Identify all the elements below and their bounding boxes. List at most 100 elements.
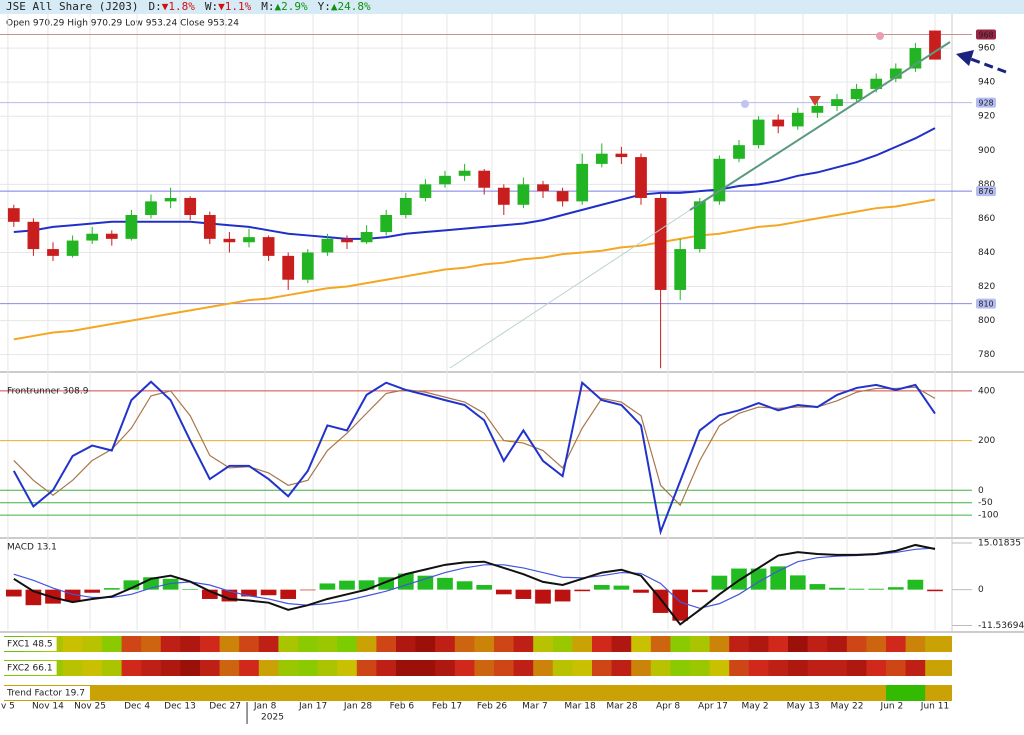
heat-cell (827, 660, 848, 676)
heat-cell (396, 636, 417, 652)
heat-cell (298, 685, 319, 701)
heat-cell (788, 660, 809, 676)
heat-cell (768, 685, 789, 701)
histogram-bar (162, 578, 179, 590)
heat-cell (846, 636, 867, 652)
heat-cell (415, 636, 436, 652)
histogram-bar (241, 589, 257, 597)
candle-body (360, 232, 373, 243)
oscillator-line (12, 380, 936, 536)
header: JSE All Share (J203) D:▼1.8% W:▼1.1% M:▲2.9… (6, 0, 371, 13)
candle-body (497, 187, 510, 205)
histogram-bar (613, 585, 630, 590)
year-label: 2025 (261, 713, 284, 723)
x-tick-label: May 22 (831, 702, 864, 712)
heat-cell (650, 660, 671, 676)
candle-body (301, 252, 314, 280)
histogram-bar (809, 584, 826, 590)
x-tick-label: May 2 (741, 702, 768, 712)
x-tick-label: Nov 14 (32, 702, 64, 712)
heat-cell (376, 636, 397, 652)
histogram-bar (299, 589, 316, 591)
heat-cell (219, 636, 240, 652)
candle-body (282, 255, 295, 280)
heat-cell (356, 660, 377, 676)
heat-cell (454, 636, 475, 652)
level-label: 810 (978, 300, 993, 309)
heat-cell (670, 636, 691, 652)
y-tick-label: 800 (978, 316, 995, 326)
histogram-bar (64, 589, 81, 602)
histogram-bar (574, 589, 591, 592)
heat-cell (846, 660, 867, 676)
heat-cell (102, 685, 123, 701)
trendline-extension (449, 209, 691, 369)
heat-cell (631, 660, 652, 676)
heat-cell (337, 636, 358, 652)
heat-cell (454, 685, 475, 701)
candle-body (419, 184, 432, 198)
heat-cell (435, 660, 456, 676)
histogram-bar (691, 589, 708, 593)
heat-cell (925, 685, 952, 701)
candle-body (341, 238, 353, 243)
candle-body (889, 68, 902, 79)
candle-body (164, 197, 177, 202)
panel-title: MACD 13.1 (7, 543, 57, 553)
histogram-bar (907, 579, 924, 590)
heat-cell (317, 685, 338, 701)
change-value: ▼1.8% (162, 0, 195, 13)
candle-body (870, 78, 883, 89)
heat-cell (631, 685, 652, 701)
heat-cell (650, 685, 671, 701)
heat-cell (180, 636, 201, 652)
heat-cell (807, 636, 828, 652)
candle-body (105, 233, 118, 239)
heat-cell (866, 660, 887, 676)
heat-cell (925, 660, 952, 676)
oscillator-line (13, 386, 936, 507)
heat-cell (180, 660, 201, 676)
trendline (689, 41, 951, 211)
histogram-bar (495, 589, 512, 595)
heat-cell (141, 660, 162, 676)
heat-cell (435, 636, 456, 652)
heat-cell (239, 660, 260, 676)
x-tick-label: Apr 17 (698, 702, 728, 712)
x-tick-label: May 13 (787, 702, 820, 712)
heat-cell (690, 685, 711, 701)
heat-cell (474, 636, 495, 652)
change-label: Y: (318, 0, 331, 13)
y-tick-label: 0 (978, 486, 984, 496)
heat-cell (631, 636, 652, 652)
heat-cell (180, 685, 201, 701)
heat-cell (552, 660, 573, 676)
heat-cell (317, 636, 338, 652)
candle-body (27, 221, 40, 250)
candle-body (654, 197, 667, 290)
heat-cell (650, 636, 671, 652)
heat-cell (258, 660, 279, 676)
candle-body (478, 170, 491, 188)
histogram-bar (339, 580, 355, 590)
heat-cell (494, 636, 515, 652)
x-tick-label: Dec 4 (124, 702, 150, 712)
moving-average (13, 127, 936, 240)
level-label: 876 (978, 187, 993, 196)
heat-cell (709, 636, 730, 652)
heat-cell (62, 636, 83, 652)
heat-cell (278, 636, 299, 652)
candle-body (635, 157, 647, 198)
histogram-bar (221, 589, 238, 602)
heat-cell (513, 660, 534, 676)
histogram-bar (280, 589, 297, 599)
y-tick-label: 840 (978, 248, 995, 258)
marker-circle (741, 100, 749, 108)
heat-cell (102, 660, 123, 676)
y-tick-label: 860 (978, 214, 995, 224)
y-tick-label: 820 (978, 282, 995, 292)
heat-cell (160, 636, 181, 652)
heat-cell (474, 685, 495, 701)
histogram-bar (358, 580, 375, 590)
